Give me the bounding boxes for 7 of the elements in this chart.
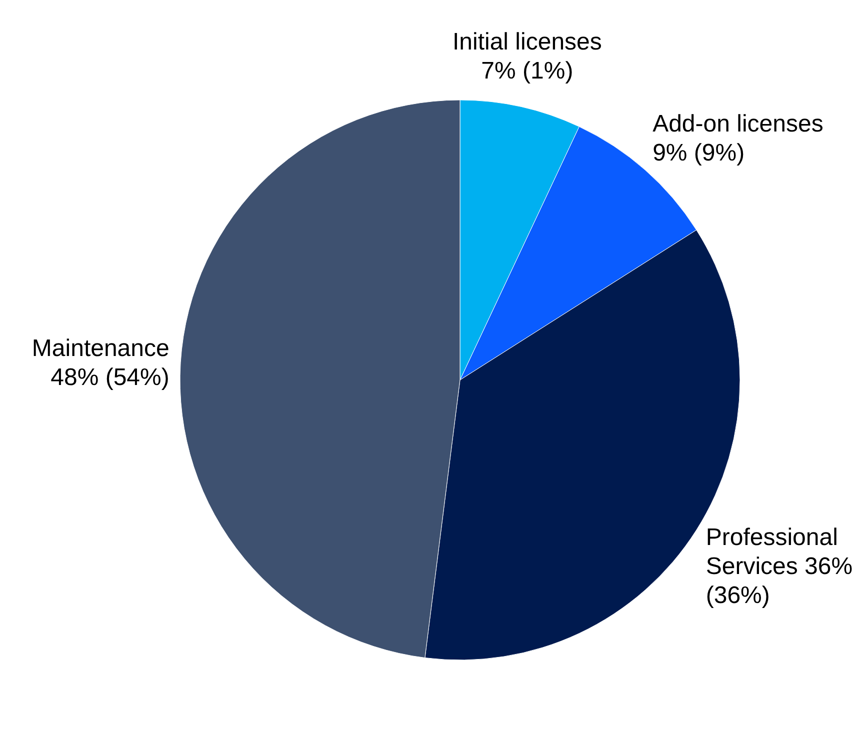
data-label: 7% (1%) bbox=[481, 57, 574, 84]
data-label: 48% (54%) bbox=[50, 364, 170, 392]
data-label: 9% (9%) bbox=[652, 140, 745, 167]
slice-label: Add-on licenses bbox=[652, 110, 824, 138]
slice-label: Initial licenses bbox=[452, 28, 602, 56]
slice-label: Maintenance bbox=[32, 335, 170, 362]
slice-label: Professional Services 36% (36%) bbox=[706, 524, 853, 610]
